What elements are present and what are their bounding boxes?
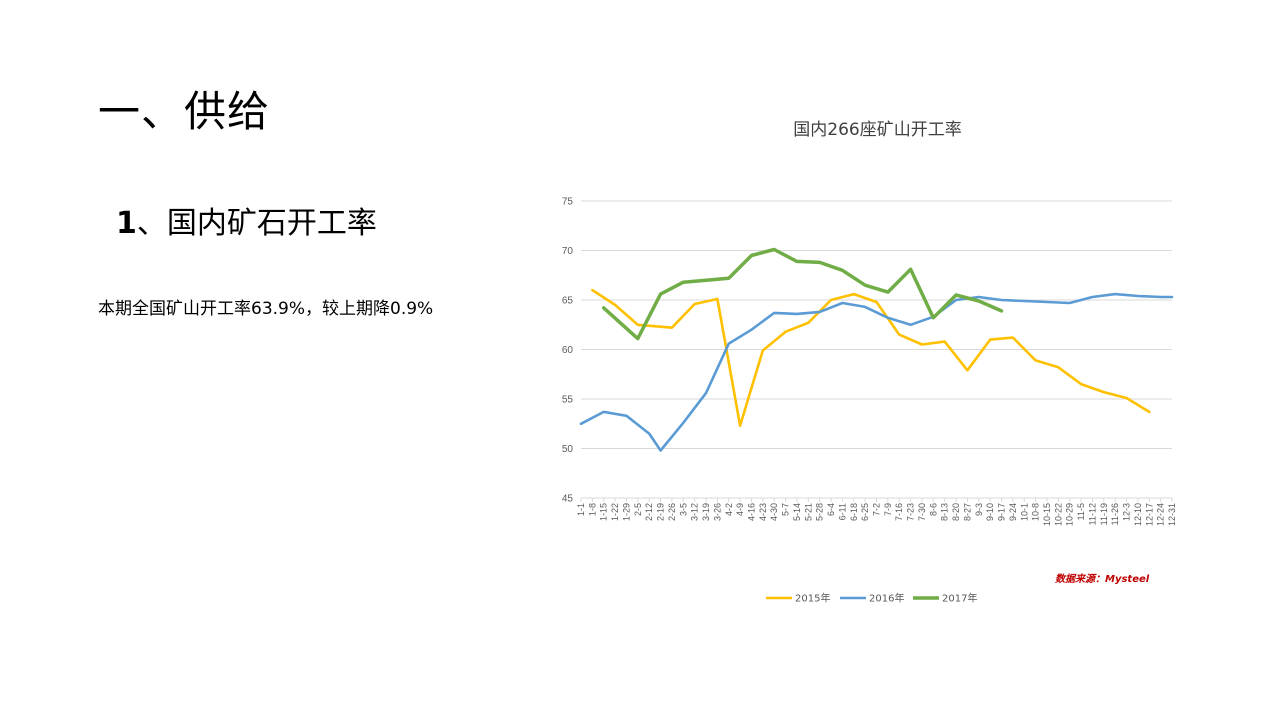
x-tick-label: 7-9 (883, 503, 893, 516)
x-tick-label: 8-27 (962, 503, 972, 521)
y-tick-label: 45 (562, 494, 574, 505)
x-tick-label: 3-5 (678, 503, 688, 516)
chart-legend: 2015年 2016年 2017年 (766, 592, 977, 605)
x-tick-label: 1-29 (621, 503, 631, 521)
x-tick-label: 5-28 (815, 503, 825, 521)
x-tick-label: 10-22 (1053, 503, 1063, 526)
x-tick-label: 10-15 (1042, 503, 1052, 526)
x-tick-label: 3-26 (712, 503, 722, 521)
x-tick-label: 4-9 (735, 503, 745, 516)
x-tick-label: 4-30 (769, 503, 779, 521)
x-tick-label: 6-18 (849, 503, 859, 521)
x-tick-label: 11-5 (1076, 503, 1086, 520)
x-tick-label: 6-11 (837, 503, 847, 520)
x-tick-label: 9-24 (1008, 503, 1018, 521)
x-tick-label: 9-3 (974, 503, 984, 516)
x-tick-label: 8-13 (940, 503, 950, 521)
x-tick-label: 9-10 (985, 503, 995, 521)
section-number: 1 (116, 206, 137, 241)
x-tick-label: 1-1 (576, 503, 586, 516)
x-tick-label: 5-14 (792, 503, 802, 521)
x-tick-label: 6-25 (860, 503, 870, 521)
x-tick-label: 12-10 (1133, 503, 1143, 526)
x-tick-label: 11-19 (1099, 503, 1109, 525)
x-tick-label: 12-24 (1156, 503, 1166, 526)
x-tick-label: 10-8 (1031, 503, 1041, 521)
y-tick-label: 60 (562, 345, 574, 356)
legend-label: 2017年 (942, 592, 977, 605)
y-tick-label: 70 (562, 246, 574, 257)
legend-label: 2015年 (795, 592, 830, 605)
x-tick-label: 4-2 (724, 503, 734, 516)
x-tick-label: 8-20 (951, 503, 961, 521)
x-tick-label: 5-21 (803, 503, 813, 521)
x-tick-label: 11-26 (1110, 503, 1120, 525)
x-tick-label: 7-2 (872, 503, 882, 516)
y-tick-label: 75 (562, 197, 574, 208)
x-tick-label: 9-17 (997, 503, 1007, 521)
series-line-3 (601, 247, 1004, 341)
chart-gridlines (581, 200, 1172, 499)
x-tick-label: 10-29 (1065, 503, 1075, 526)
x-tick-label: 1-8 (587, 503, 597, 516)
y-tick-label: 50 (562, 444, 574, 455)
x-tick-label: 6-4 (826, 503, 836, 516)
y-axis-ticks: 45 50 55 60 65 70 75 (562, 197, 574, 505)
series-line-2 (579, 292, 1174, 452)
x-tick-label: 4-16 (746, 503, 756, 521)
summary-text: 本期全国矿山开工率63.9%，较上期降0.9% (98, 299, 434, 319)
x-tick-label: 5-7 (781, 503, 791, 516)
x-tick-label: 2-5 (633, 503, 643, 516)
x-tick-label: 3-12 (690, 503, 700, 521)
x-tick-label: 3-19 (701, 503, 711, 521)
x-tick-label: 2-26 (667, 503, 677, 521)
x-tick-label: 2-19 (656, 503, 666, 521)
x-tick-label: 7-23 (906, 503, 916, 521)
x-tick-label: 7-16 (894, 503, 904, 521)
x-tick-label: 1-15 (599, 503, 609, 521)
data-source-note: 数据来源：Mysteel (1055, 573, 1150, 585)
legend-label: 2016年 (869, 592, 904, 605)
x-axis-ticks: 1-1 1-8 1-15 1-22 1-29 2-5 2-12 2-19 2-26 3-5 3-12… (576, 498, 1177, 526)
x-tick-label: 10-1 (1019, 503, 1029, 521)
y-tick-label: 65 (562, 296, 574, 307)
x-tick-label: 12-31 (1167, 503, 1177, 526)
section-title: 1、国内矿石开工率 (116, 198, 377, 242)
x-tick-label: 4-23 (758, 503, 768, 521)
x-tick-label: 12-17 (1144, 503, 1154, 526)
chart-title: 国内266座矿山开工率 (793, 120, 961, 140)
series-line-1 (591, 288, 1151, 428)
chart-series (579, 247, 1174, 452)
x-tick-label: 11-12 (1087, 503, 1097, 525)
x-tick-label: 8-6 (928, 503, 938, 516)
section-title-text: 、国内矿石开工率 (136, 206, 377, 241)
x-tick-label: 2-12 (644, 503, 654, 521)
x-tick-label: 1-22 (610, 503, 620, 521)
slide-title: 一、供给 (98, 87, 271, 136)
x-tick-label: 7-30 (917, 503, 927, 521)
y-tick-label: 55 (562, 395, 574, 406)
x-tick-label: 12-3 (1122, 503, 1132, 521)
